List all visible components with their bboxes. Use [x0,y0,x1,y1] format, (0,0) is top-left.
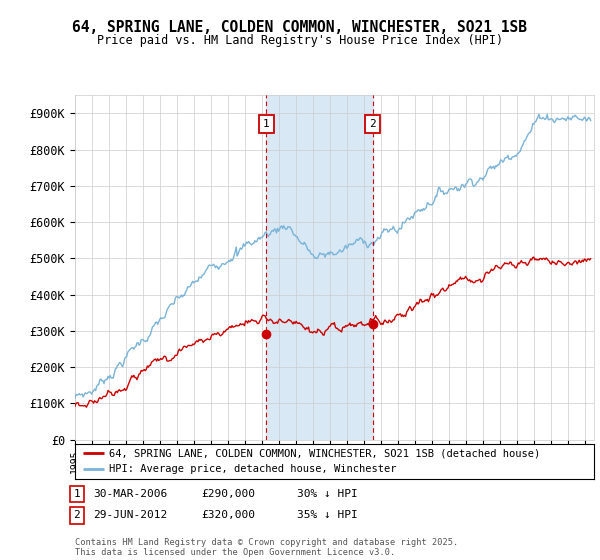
Text: 2: 2 [369,119,376,129]
Text: £320,000: £320,000 [201,510,255,520]
Text: 30% ↓ HPI: 30% ↓ HPI [297,489,358,499]
Text: 2: 2 [73,510,80,520]
Text: 35% ↓ HPI: 35% ↓ HPI [297,510,358,520]
Text: 29-JUN-2012: 29-JUN-2012 [93,510,167,520]
Text: HPI: Average price, detached house, Winchester: HPI: Average price, detached house, Winc… [109,464,396,474]
Text: Price paid vs. HM Land Registry's House Price Index (HPI): Price paid vs. HM Land Registry's House … [97,34,503,46]
Text: 1: 1 [73,489,80,499]
Text: 64, SPRING LANE, COLDEN COMMON, WINCHESTER, SO21 1SB: 64, SPRING LANE, COLDEN COMMON, WINCHEST… [73,20,527,35]
Text: 1: 1 [263,119,269,129]
Text: £290,000: £290,000 [201,489,255,499]
Text: 30-MAR-2006: 30-MAR-2006 [93,489,167,499]
Text: 64, SPRING LANE, COLDEN COMMON, WINCHESTER, SO21 1SB (detached house): 64, SPRING LANE, COLDEN COMMON, WINCHEST… [109,448,540,458]
Bar [266,95,373,440]
Text: Contains HM Land Registry data © Crown copyright and database right 2025.
This d: Contains HM Land Registry data © Crown c… [75,538,458,557]
